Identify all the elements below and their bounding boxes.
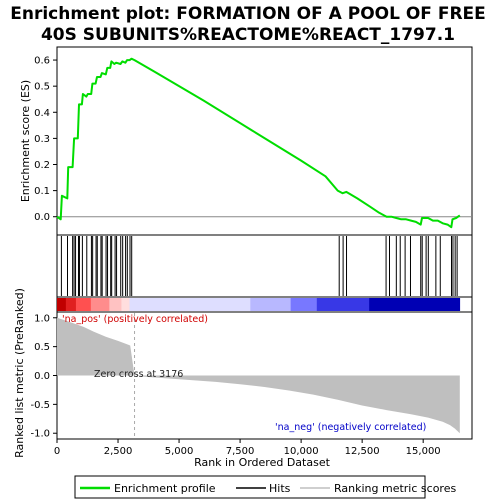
hits-panel-frame [56, 234, 473, 298]
x-tick-label: 10,000 [284, 446, 319, 457]
chart-title-line-1: Enrichment plot: FORMATION OF A POOL OF … [10, 4, 486, 24]
colorbar-segment [109, 298, 122, 311]
colorbar-segment [90, 298, 110, 311]
colorbar-segment [57, 298, 67, 311]
x-tick-label: 0 [54, 446, 60, 457]
x-tick-label: 7,500 [226, 446, 255, 457]
pos-correlated-label: 'na_pos' (positively correlated) [62, 314, 208, 325]
metric-y-axis-label: Ranked list metric (PreRanked) [13, 288, 26, 458]
colorbar-segment [65, 298, 77, 311]
x-axis-label: Rank in Ordered Dataset [194, 456, 331, 469]
x-tick-label: 12,500 [345, 446, 380, 457]
colorbar-segment [316, 298, 370, 311]
es-ytick-label: 0.5 [34, 82, 50, 93]
colorbar-segment [75, 298, 92, 311]
metric-ytick-label: -0.5 [30, 400, 50, 411]
chart-title-line-2: 40S SUBUNITS%REACTOME%REACT_1797.1 [41, 25, 455, 45]
neg-correlated-label: 'na_neg' (negatively correlated) [275, 422, 426, 433]
legend-hits-label: Hits [269, 482, 291, 495]
legend-metric-label: Ranking metric scores [334, 482, 456, 495]
metric-ytick-label: 0.5 [34, 342, 50, 353]
x-tick-label: 2,500 [104, 446, 133, 457]
colorbar-segment [369, 298, 461, 311]
legend-box [74, 475, 426, 499]
es-ytick-label: 0.3 [34, 134, 50, 145]
enrichment-profile-line [56, 57, 461, 229]
metric-ytick-label: 1.0 [34, 313, 50, 324]
colorbar-segment [250, 298, 291, 311]
es-ytick-label: 0.4 [34, 108, 50, 119]
metric-ytick-label: -1.0 [30, 429, 50, 440]
es-ytick-label: 0.1 [34, 186, 50, 197]
es-ytick-label: 0.6 [34, 56, 50, 67]
metric-ytick-label: 0.0 [34, 371, 50, 382]
colorbar-segment [290, 298, 318, 311]
ranking-metric-area [57, 317, 460, 434]
es-ytick-label: 0.2 [34, 160, 50, 171]
zero-cross-label: Zero cross at 3176 [94, 369, 183, 380]
es-panel-frame [56, 46, 473, 236]
colorbar-segment [121, 298, 130, 311]
es-y-axis-label: Enrichment score (ES) [19, 80, 32, 202]
x-tick-label: 5,000 [165, 446, 194, 457]
es-ytick-label: 0.0 [34, 212, 50, 223]
colorbar-segment [129, 298, 251, 311]
x-tick-label: 15,000 [406, 446, 441, 457]
legend-profile-label: Enrichment profile [114, 482, 216, 495]
